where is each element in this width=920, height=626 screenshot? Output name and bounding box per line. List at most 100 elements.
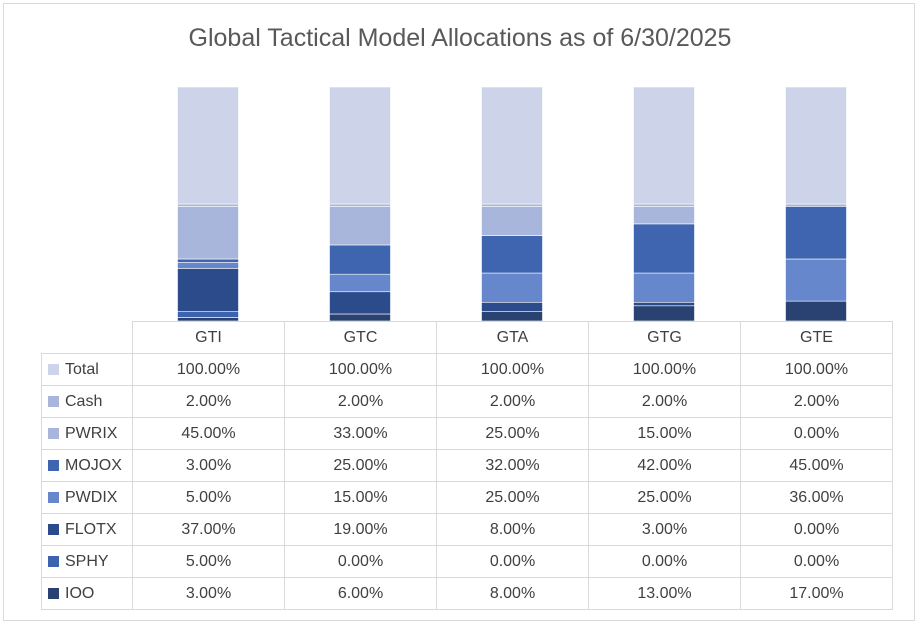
bar-segment-pwrix-gtc (329, 206, 391, 246)
data-value-cell: 2.00% (436, 385, 589, 418)
data-value-cell: 2.00% (284, 385, 437, 418)
bar-segment-cash-gtg (633, 203, 695, 207)
data-table-body: Total 100.00% 100.00% 100.00% 100.00% 100.00%… (41, 353, 893, 610)
data-value-cell: 100.00% (436, 353, 589, 386)
legend-key (48, 395, 59, 407)
data-value-cell: 100.00% (284, 353, 437, 386)
legend-key (48, 363, 59, 375)
series-label: Cash (41, 385, 133, 418)
category-header-row: GTI GTC GTA GTG GTE (41, 321, 893, 354)
bar-segment-ioo-gta (481, 311, 543, 322)
series-label: FLOTX (41, 513, 133, 546)
bar-segment-ioo-gtg (633, 305, 695, 322)
bar-segment-pwrix-gtg (633, 206, 695, 225)
data-value-cell: 32.00% (436, 449, 589, 482)
category-label: GTE (740, 321, 893, 354)
data-value-cell: 13.00% (588, 577, 741, 610)
data-value-cell: 42.00% (588, 449, 741, 482)
data-value-cell: 15.00% (284, 481, 437, 514)
data-value-cell: 3.00% (588, 513, 741, 546)
data-value-cell: 25.00% (284, 449, 437, 482)
bar-segment-flotx-gtc (329, 291, 391, 315)
series-name: IOO (65, 584, 95, 602)
data-value-cell: 8.00% (436, 513, 589, 546)
data-value-cell: 100.00% (588, 353, 741, 386)
bar-segment-cash-gte (785, 203, 847, 207)
data-value-cell: 2.00% (740, 385, 893, 418)
bar-segment-mojox-gte (785, 206, 847, 260)
data-value-cell: 45.00% (740, 449, 893, 482)
data-value-cell: 3.00% (132, 449, 285, 482)
data-value-cell: 0.00% (740, 545, 893, 578)
data-value-cell: 8.00% (436, 577, 589, 610)
series-name: Cash (65, 392, 103, 410)
data-value-cell: 25.00% (588, 481, 741, 514)
bar-segment-pwdix-gtg (633, 272, 695, 303)
series-name: Total (65, 360, 99, 378)
series-row: Cash 2.00% 2.00% 2.00% 2.00% 2.00% (41, 385, 893, 418)
bar-segment-ioo-gtc (329, 313, 391, 322)
legend-key (48, 523, 59, 535)
category-label: GTI (132, 321, 285, 354)
data-value-cell: 0.00% (740, 513, 893, 546)
bar-segment-flotx-gti (177, 268, 239, 312)
series-row: IOO 3.00% 6.00% 8.00% 13.00% 17.00% (41, 577, 893, 610)
data-value-cell: 25.00% (436, 481, 589, 514)
data-value-cell: 0.00% (284, 545, 437, 578)
data-value-cell: 15.00% (588, 417, 741, 450)
data-value-cell: 37.00% (132, 513, 285, 546)
bar-segment-total-gtc (329, 86, 391, 205)
bar-segment-pwdix-gti (177, 262, 239, 269)
bar-segment-total-gte (785, 86, 847, 205)
bar-segment-flotx-gta (481, 301, 543, 312)
data-value-cell: 3.00% (132, 577, 285, 610)
bar-segment-total-gta (481, 86, 543, 205)
data-value-cell: 5.00% (132, 545, 285, 578)
series-name: PWDIX (65, 488, 118, 506)
series-name: MOJOX (65, 456, 122, 474)
legend-key (48, 555, 59, 567)
data-value-cell: 45.00% (132, 417, 285, 450)
bar-segment-mojox-gta (481, 235, 543, 274)
series-row: PWDIX 5.00% 15.00% 25.00% 25.00% 36.00% (41, 481, 893, 514)
data-value-cell: 100.00% (132, 353, 285, 386)
bar-segment-cash-gtc (329, 203, 391, 207)
table-corner (41, 321, 133, 354)
data-value-cell: 0.00% (740, 417, 893, 450)
data-value-cell: 0.00% (588, 545, 741, 578)
bar-segment-total-gtg (633, 86, 695, 205)
bar-segment-sphy-gti (177, 311, 239, 318)
data-value-cell: 33.00% (284, 417, 437, 450)
series-label: Total (41, 353, 133, 386)
category-label: GTG (588, 321, 741, 354)
series-row: Total 100.00% 100.00% 100.00% 100.00% 100.00% (41, 353, 893, 386)
data-value-cell: 2.00% (588, 385, 741, 418)
bar-segment-pwrix-gti (177, 206, 239, 260)
series-row: SPHY 5.00% 0.00% 0.00% 0.00% 0.00% (41, 545, 893, 578)
series-label: IOO (41, 577, 133, 610)
data-value-cell: 19.00% (284, 513, 437, 546)
legend-key (48, 427, 59, 439)
bar-segment-total-gti (177, 86, 239, 205)
bar-segment-flotx-gtg (633, 301, 695, 307)
category-label: GTA (436, 321, 589, 354)
bar-segment-mojox-gtc (329, 244, 391, 275)
series-name: SPHY (65, 552, 109, 570)
series-name: FLOTX (65, 520, 117, 538)
data-table: GTI GTC GTA GTG GTE Total 100.00% 100.00% 1… (41, 321, 893, 610)
series-row: MOJOX 3.00% 25.00% 32.00% 42.00% 45.00% (41, 449, 893, 482)
bar-segment-ioo-gte (785, 300, 847, 322)
category-label: GTC (284, 321, 437, 354)
data-value-cell: 36.00% (740, 481, 893, 514)
bar-segment-mojox-gti (177, 258, 239, 263)
series-label: SPHY (41, 545, 133, 578)
series-row: FLOTX 37.00% 19.00% 8.00% 3.00% 0.00% (41, 513, 893, 546)
series-label: PWRIX (41, 417, 133, 450)
bar-segment-pwdix-gta (481, 272, 543, 303)
bar-segment-pwdix-gte (785, 258, 847, 302)
series-name: PWRIX (65, 424, 118, 442)
data-value-cell: 25.00% (436, 417, 589, 450)
chart-title: Global Tactical Model Allocations as of … (188, 24, 732, 52)
data-value-cell: 2.00% (132, 385, 285, 418)
